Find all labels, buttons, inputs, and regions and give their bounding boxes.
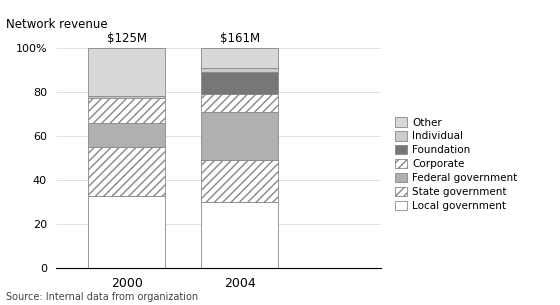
Bar (88, 196, 165, 268)
Bar (88, 99, 165, 123)
Bar (200, 67, 278, 72)
Bar (200, 112, 278, 160)
Text: Source: Internal data from organization: Source: Internal data from organization (6, 292, 198, 302)
Bar (88, 147, 165, 196)
Bar (88, 96, 165, 99)
Text: Network revenue: Network revenue (6, 18, 107, 31)
Bar (200, 72, 278, 94)
Legend: Other, Individual, Foundation, Corporate, Federal government, State government, : Other, Individual, Foundation, Corporate… (393, 115, 520, 213)
Bar (200, 160, 278, 202)
Text: $125M: $125M (106, 32, 147, 45)
Bar (200, 94, 278, 112)
Bar (88, 123, 165, 147)
Text: $161M: $161M (220, 32, 260, 45)
Bar (200, 48, 278, 67)
Bar (88, 48, 165, 96)
Bar (200, 202, 278, 268)
